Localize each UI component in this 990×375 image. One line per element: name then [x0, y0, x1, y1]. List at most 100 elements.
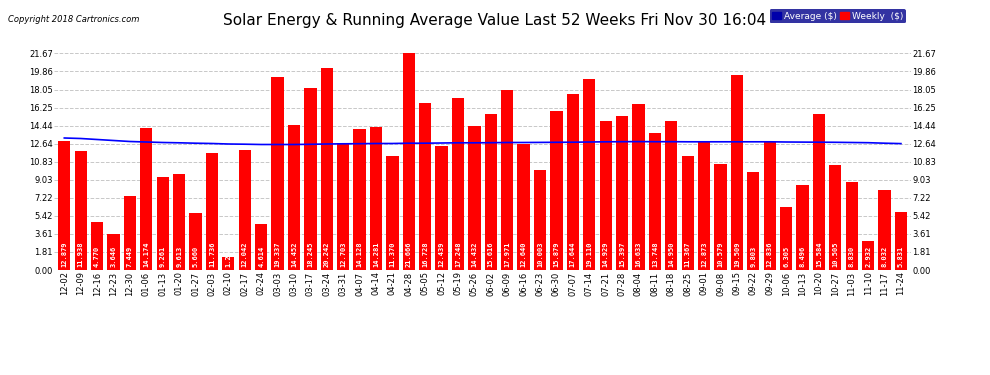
- Text: 4.614: 4.614: [258, 246, 264, 267]
- Text: 6.305: 6.305: [783, 246, 789, 267]
- Bar: [370, 127, 382, 270]
- Legend: Average ($), Weekly  ($): Average ($), Weekly ($): [769, 9, 906, 23]
- Text: 14.950: 14.950: [668, 242, 674, 267]
- Bar: [451, 98, 464, 270]
- Text: 14.281: 14.281: [373, 242, 379, 267]
- Text: 14.452: 14.452: [291, 242, 297, 267]
- Bar: [550, 111, 562, 270]
- Text: 11.938: 11.938: [77, 242, 84, 267]
- Bar: [845, 182, 858, 270]
- Bar: [600, 121, 612, 270]
- Text: 14.174: 14.174: [144, 242, 149, 267]
- Bar: [255, 224, 267, 270]
- Bar: [878, 190, 891, 270]
- Text: 11.370: 11.370: [389, 242, 395, 267]
- Text: 2.932: 2.932: [865, 246, 871, 267]
- Bar: [518, 144, 530, 270]
- Bar: [436, 146, 447, 270]
- Text: 19.337: 19.337: [274, 242, 280, 267]
- Text: 17.644: 17.644: [570, 242, 576, 267]
- Text: 8.830: 8.830: [848, 246, 854, 267]
- Bar: [304, 87, 317, 270]
- Text: 15.584: 15.584: [816, 242, 822, 267]
- Text: 18.245: 18.245: [307, 242, 314, 267]
- Bar: [141, 128, 152, 270]
- Text: 13.748: 13.748: [651, 242, 658, 267]
- Text: 8.496: 8.496: [800, 246, 806, 267]
- Text: 21.666: 21.666: [406, 242, 412, 267]
- Text: 5.831: 5.831: [898, 246, 904, 267]
- Bar: [189, 213, 202, 270]
- Text: 10.003: 10.003: [537, 242, 544, 267]
- Bar: [288, 126, 300, 270]
- Text: 12.640: 12.640: [521, 242, 527, 267]
- Text: 7.449: 7.449: [127, 246, 133, 267]
- Text: 11.367: 11.367: [685, 242, 691, 267]
- Text: 8.032: 8.032: [881, 246, 888, 267]
- Text: 10.579: 10.579: [718, 242, 724, 267]
- Bar: [895, 212, 907, 270]
- Text: 9.613: 9.613: [176, 246, 182, 267]
- Text: 5.660: 5.660: [192, 246, 199, 267]
- Bar: [321, 68, 333, 270]
- Text: 15.616: 15.616: [488, 242, 494, 267]
- Bar: [862, 241, 874, 270]
- Bar: [633, 104, 644, 270]
- Bar: [107, 234, 120, 270]
- Bar: [271, 76, 284, 270]
- Text: 20.242: 20.242: [324, 242, 330, 267]
- Text: 16.728: 16.728: [422, 242, 429, 267]
- Text: 12.703: 12.703: [341, 242, 346, 267]
- Bar: [485, 114, 497, 270]
- Bar: [583, 79, 595, 270]
- Bar: [239, 150, 250, 270]
- Bar: [468, 126, 480, 270]
- Text: Copyright 2018 Cartronics.com: Copyright 2018 Cartronics.com: [8, 15, 140, 24]
- Text: 19.509: 19.509: [734, 242, 740, 267]
- Bar: [813, 114, 825, 270]
- Bar: [796, 185, 809, 270]
- Bar: [715, 164, 727, 270]
- Bar: [74, 151, 87, 270]
- Text: 9.803: 9.803: [750, 246, 756, 267]
- Bar: [830, 165, 842, 270]
- Text: 12.042: 12.042: [242, 242, 248, 267]
- Text: 17.971: 17.971: [504, 242, 510, 267]
- Bar: [616, 116, 629, 270]
- Text: 19.110: 19.110: [586, 242, 592, 267]
- Text: 11.736: 11.736: [209, 242, 215, 267]
- Bar: [566, 93, 579, 270]
- Text: 12.836: 12.836: [766, 242, 773, 267]
- Bar: [58, 141, 70, 270]
- Bar: [124, 195, 136, 270]
- Text: 12.879: 12.879: [61, 242, 67, 267]
- Bar: [173, 174, 185, 270]
- Text: 10.505: 10.505: [833, 242, 839, 267]
- Text: 1.293: 1.293: [226, 246, 232, 267]
- Bar: [419, 103, 432, 270]
- Bar: [780, 207, 792, 270]
- Bar: [681, 156, 694, 270]
- Bar: [648, 132, 661, 270]
- Text: 4.770: 4.770: [94, 246, 100, 267]
- Bar: [337, 143, 349, 270]
- Bar: [501, 90, 514, 270]
- Text: 12.439: 12.439: [439, 242, 445, 267]
- Bar: [386, 156, 399, 270]
- Text: 16.633: 16.633: [636, 242, 642, 267]
- Bar: [353, 129, 365, 270]
- Text: 12.873: 12.873: [701, 242, 707, 267]
- Text: 17.248: 17.248: [455, 242, 461, 267]
- Bar: [534, 170, 546, 270]
- Text: 9.261: 9.261: [159, 246, 165, 267]
- Bar: [222, 257, 235, 270]
- Text: 14.929: 14.929: [603, 242, 609, 267]
- Bar: [747, 172, 759, 270]
- Bar: [403, 53, 415, 270]
- Text: 15.397: 15.397: [619, 242, 625, 267]
- Bar: [731, 75, 743, 270]
- Bar: [763, 142, 776, 270]
- Bar: [91, 222, 103, 270]
- Text: 15.879: 15.879: [553, 242, 559, 267]
- Bar: [698, 141, 710, 270]
